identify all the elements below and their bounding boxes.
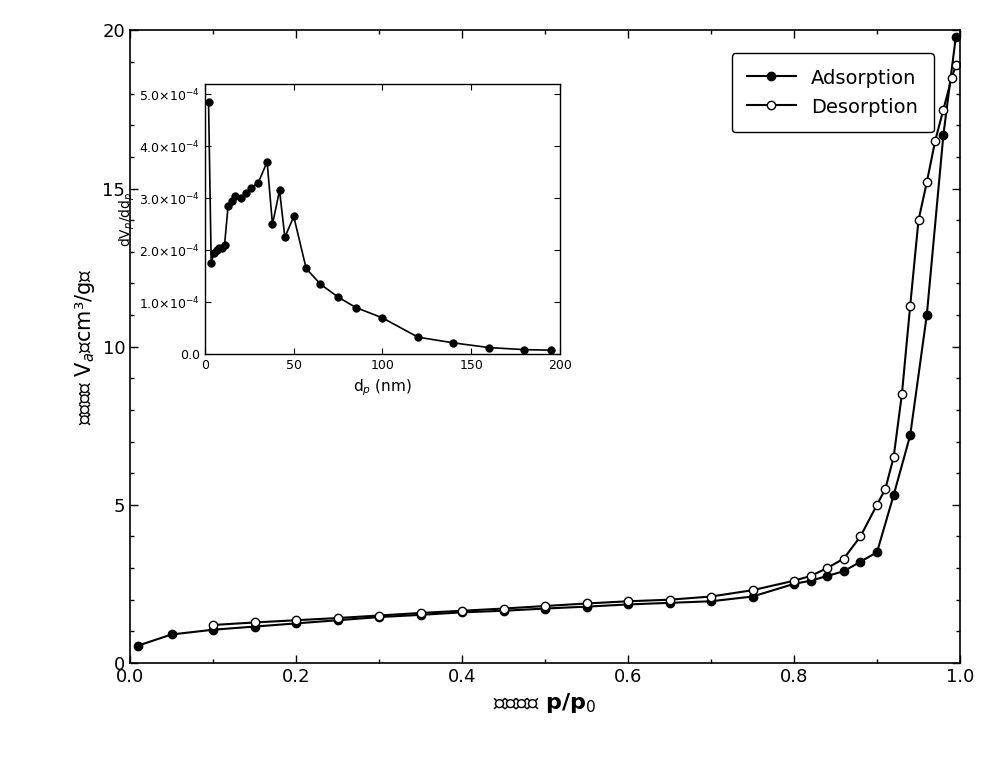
Desorption bbox=[705, 592, 717, 601]
Adsorption bbox=[664, 598, 676, 607]
Y-axis label: 吸附体积 V$_a$（cm³/g）: 吸附体积 V$_a$（cm³/g） bbox=[73, 268, 97, 425]
Legend: Adsorption, Desorption: Adsorption, Desorption bbox=[732, 53, 934, 133]
Desorption bbox=[896, 389, 908, 399]
Desorption bbox=[950, 61, 962, 70]
Adsorption bbox=[498, 607, 510, 616]
Y-axis label: dV$_p$/dd$_p$: dV$_p$/dd$_p$ bbox=[117, 191, 137, 247]
Desorption bbox=[912, 216, 924, 225]
Adsorption bbox=[332, 616, 344, 625]
Adsorption bbox=[805, 576, 817, 585]
Desorption bbox=[821, 563, 833, 573]
Line: Adsorption: Adsorption bbox=[134, 33, 960, 650]
Adsorption bbox=[414, 610, 426, 620]
Desorption bbox=[456, 607, 468, 616]
Desorption bbox=[664, 595, 676, 604]
Adsorption bbox=[248, 622, 260, 631]
Desorption bbox=[248, 618, 260, 627]
Adsorption bbox=[373, 613, 385, 622]
Desorption bbox=[921, 178, 933, 187]
Adsorption bbox=[705, 597, 717, 606]
Desorption bbox=[871, 500, 883, 509]
Desorption bbox=[622, 597, 634, 606]
Desorption bbox=[580, 599, 592, 608]
Desorption bbox=[414, 608, 426, 617]
Desorption bbox=[854, 532, 866, 541]
Desorption bbox=[290, 616, 302, 625]
Adsorption bbox=[456, 608, 468, 617]
Desorption bbox=[539, 601, 551, 610]
Desorption bbox=[838, 554, 850, 563]
Adsorption bbox=[888, 491, 900, 500]
Desorption bbox=[373, 611, 385, 620]
Desorption bbox=[498, 604, 510, 613]
Adsorption bbox=[904, 431, 916, 440]
Desorption bbox=[904, 301, 916, 310]
Adsorption bbox=[539, 604, 551, 613]
Line: Desorption: Desorption bbox=[209, 61, 960, 629]
Adsorption bbox=[290, 619, 302, 628]
Desorption bbox=[929, 136, 941, 146]
Adsorption bbox=[132, 641, 144, 650]
Adsorption bbox=[788, 579, 800, 588]
Desorption bbox=[879, 485, 891, 494]
Desorption bbox=[805, 572, 817, 581]
Adsorption bbox=[854, 557, 866, 566]
Adsorption bbox=[622, 600, 634, 609]
Desorption bbox=[888, 453, 900, 462]
Adsorption bbox=[821, 572, 833, 581]
Adsorption bbox=[166, 630, 178, 639]
X-axis label: 相对气压 p/p$_0$: 相对气压 p/p$_0$ bbox=[493, 691, 597, 716]
Adsorption bbox=[921, 310, 933, 319]
Adsorption bbox=[746, 592, 759, 601]
Desorption bbox=[207, 620, 219, 629]
Desorption bbox=[788, 576, 800, 585]
Adsorption bbox=[838, 567, 850, 576]
X-axis label: d$_p$ (nm): d$_p$ (nm) bbox=[353, 378, 412, 399]
Adsorption bbox=[871, 548, 883, 557]
Desorption bbox=[332, 613, 344, 623]
Desorption bbox=[937, 105, 949, 114]
Adsorption bbox=[950, 32, 962, 41]
Adsorption bbox=[937, 130, 949, 139]
Desorption bbox=[746, 586, 759, 595]
Desorption bbox=[946, 73, 958, 82]
Adsorption bbox=[207, 625, 219, 634]
Adsorption bbox=[580, 602, 592, 611]
